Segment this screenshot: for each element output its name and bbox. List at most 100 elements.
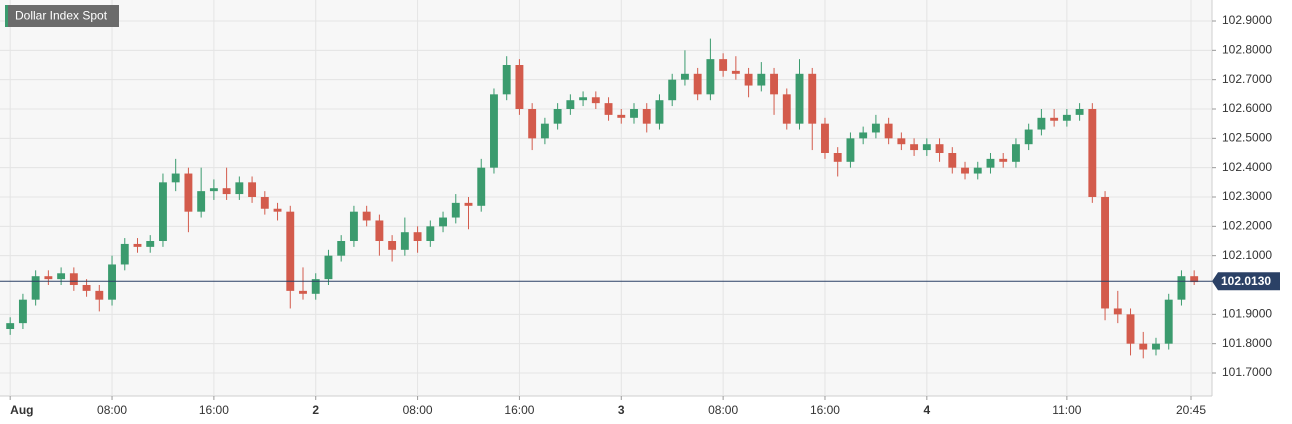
current-price-tag: [1212, 272, 1280, 291]
candle-body: [439, 217, 447, 227]
candle-body: [222, 188, 231, 195]
candle-body: [630, 109, 638, 118]
candle-body: [44, 276, 53, 280]
candle-body: [349, 211, 358, 242]
candle-body: [490, 94, 498, 168]
candle-body: [821, 123, 829, 154]
candle-body: [884, 123, 893, 139]
candle-body: [757, 73, 766, 86]
candle-body: [82, 285, 91, 291]
y-tick-label: 102.2000: [1222, 219, 1272, 233]
x-tick-label: Aug: [10, 403, 33, 417]
candle-body: [260, 197, 269, 209]
candle-body: [133, 243, 142, 247]
y-tick-label: 102.1000: [1222, 248, 1272, 262]
candle-body: [286, 211, 295, 291]
y-tick-label: 102.6000: [1222, 101, 1272, 115]
x-tick-label: 3: [618, 403, 625, 417]
candle-body: [770, 73, 778, 95]
candle-body: [464, 202, 473, 206]
candle-body: [948, 153, 957, 168]
candle-body: [1177, 276, 1186, 300]
candle-body: [579, 97, 588, 101]
candle-body: [680, 73, 689, 80]
candle-body: [1126, 314, 1135, 344]
candle-body: [95, 290, 104, 300]
candle-body: [1050, 117, 1059, 121]
candle-body: [159, 182, 167, 242]
candles: [6, 38, 1199, 359]
candle-body: [184, 173, 193, 212]
candle-body: [146, 241, 155, 247]
y-tick-label: 101.9000: [1222, 307, 1272, 321]
candle-body: [375, 220, 384, 242]
candle-body: [795, 73, 804, 124]
candle-body: [1037, 117, 1046, 130]
y-tick-label: 102.7000: [1222, 72, 1272, 86]
y-tick-label: 102.9000: [1222, 13, 1272, 27]
candle-body: [18, 299, 27, 324]
candle-body: [1164, 299, 1173, 344]
candle-body: [362, 211, 371, 221]
candle-body: [273, 208, 282, 212]
candle-body: [961, 167, 969, 174]
candle-body: [719, 59, 728, 71]
candle-body: [553, 109, 562, 124]
candle-body: [808, 73, 817, 124]
candle-body: [528, 109, 537, 139]
chart-title: Dollar Index Spot: [15, 9, 108, 23]
candle-body: [477, 167, 486, 206]
x-tick-label: 2: [312, 403, 319, 417]
candle-body: [108, 264, 116, 300]
candle-body: [388, 241, 397, 250]
candle-body: [871, 123, 880, 133]
candle-body: [922, 144, 931, 151]
grid: [0, 0, 1212, 396]
candle-body: [1190, 276, 1199, 283]
candle-body: [1075, 109, 1084, 115]
candle-body: [413, 232, 422, 242]
candle-body: [1024, 129, 1033, 145]
candle-body: [1011, 144, 1020, 162]
title-accent: [5, 5, 8, 27]
candle-body: [299, 290, 307, 294]
candle-body: [57, 273, 66, 280]
candle-body: [311, 279, 320, 294]
x-tick-label: 08:00: [403, 403, 433, 417]
candle-body: [1062, 114, 1071, 121]
candle-body: [668, 79, 677, 101]
candle-body: [833, 153, 842, 162]
x-tick-label: 16:00: [504, 403, 534, 417]
candle-body: [897, 138, 906, 145]
x-tick-label: 08:00: [97, 403, 127, 417]
candle-body: [706, 59, 715, 95]
candle-body: [999, 158, 1008, 162]
x-tick-label: 08:00: [708, 403, 738, 417]
candle-body: [566, 100, 575, 110]
overlay: 102.0130: [0, 272, 1280, 291]
candle-body: [1152, 343, 1160, 350]
candle-body: [910, 144, 919, 151]
candle-body: [426, 226, 435, 242]
x-tick-label: 4: [923, 403, 930, 417]
candle-body: [120, 243, 129, 265]
y-tick-label: 101.7000: [1222, 365, 1272, 379]
plot-area: [0, 0, 1212, 396]
x-tick-label: 20:45: [1176, 403, 1206, 417]
x-tick-label: 11:00: [1052, 403, 1081, 417]
candle-body: [540, 123, 549, 139]
candle-body: [31, 276, 40, 300]
candle-body: [248, 182, 257, 198]
candle-body: [197, 191, 206, 212]
y-tick-label: 102.4000: [1222, 160, 1272, 174]
candle-body: [859, 132, 868, 139]
candle-body: [502, 65, 511, 95]
candle-body: [171, 173, 180, 183]
candle-body: [642, 109, 651, 124]
candle-body: [604, 103, 613, 115]
y-tick-label: 102.8000: [1222, 43, 1272, 57]
candle-body: [235, 182, 244, 195]
candle-body: [973, 167, 982, 174]
candle-body: [846, 138, 855, 162]
candle-body: [693, 73, 702, 95]
